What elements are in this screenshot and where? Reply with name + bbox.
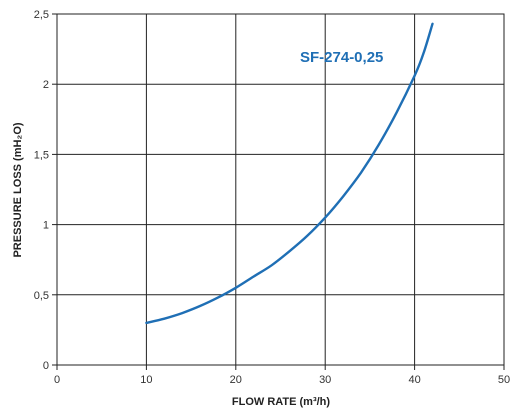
x-tick-label: 0 [54, 374, 60, 386]
y-tick-label: 0 [43, 360, 49, 372]
x-tick-label: 30 [319, 374, 331, 386]
y-tick-label: 1 [43, 220, 49, 232]
series-line [145, 22, 434, 325]
y-axis-label: PRESSURE LOSS (mH₂O) [12, 122, 24, 257]
plot-frame [56, 13, 505, 366]
y-tick-label: 2,5 [34, 9, 49, 21]
grid [56, 13, 505, 366]
axis-ticks: 0 10 20 30 40 50 0 0,5 1 1,5 2 2,5 [34, 9, 510, 386]
x-tick-label: 50 [498, 374, 510, 386]
x-tick-label: 40 [408, 374, 420, 386]
x-tick-label: 10 [140, 374, 152, 386]
x-tick-label: 20 [230, 374, 242, 386]
y-tick-label: 0,5 [34, 290, 49, 302]
y-tick-label: 1,5 [34, 149, 49, 161]
curve-annotation: SF-274-0,25 [300, 49, 383, 66]
x-axis-label: FLOW RATE (m³/h) [232, 396, 330, 408]
y-tick-label: 2 [43, 79, 49, 91]
